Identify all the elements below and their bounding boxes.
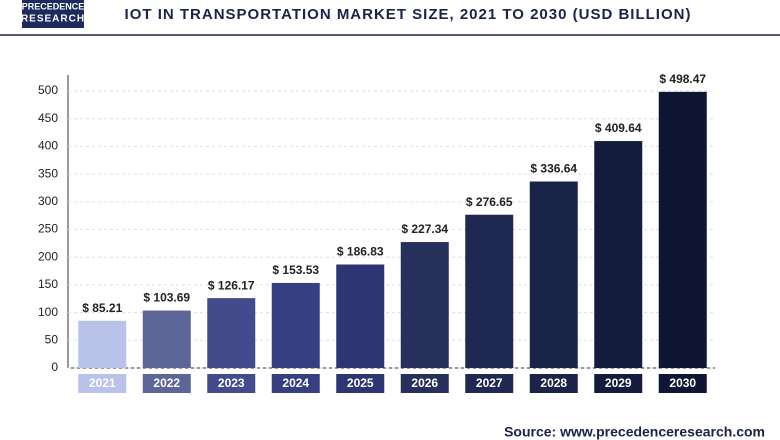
bar	[336, 264, 385, 368]
logo-box	[22, 0, 84, 28]
y-tick-label: 50	[45, 332, 59, 346]
x-tick-label: 2027	[476, 376, 503, 390]
value-label: $ 186.83	[337, 245, 384, 259]
y-tick-label: 350	[38, 166, 58, 180]
x-tick-label: 2026	[411, 376, 438, 390]
y-tick-label: 0	[51, 360, 58, 374]
value-label: $ 498.47	[659, 72, 706, 86]
value-label: $ 153.53	[272, 263, 319, 277]
x-tick-label: 2022	[153, 376, 180, 390]
bar	[207, 298, 256, 368]
y-tick-label: 450	[38, 111, 58, 125]
x-tick-label: 2028	[540, 376, 567, 390]
x-tick-label: 2029	[605, 376, 632, 390]
bar	[400, 242, 449, 368]
value-label: $ 103.69	[143, 291, 190, 305]
value-label: $ 126.17	[208, 278, 255, 292]
bar	[271, 282, 320, 368]
category-box	[529, 374, 578, 393]
y-tick-label: 500	[38, 83, 58, 97]
y-tick-label: 150	[38, 277, 58, 291]
bar	[529, 181, 578, 368]
chart-title: IOT IN TRANSPORTATION MARKET SIZE, 2021 …	[125, 6, 692, 23]
category-box	[142, 374, 191, 393]
value-label: $ 227.34	[401, 222, 448, 236]
y-tick-label: 100	[38, 305, 58, 319]
category-box	[465, 374, 514, 393]
bar	[78, 320, 127, 368]
x-tick-label: 2024	[282, 376, 309, 390]
category-box	[594, 374, 643, 393]
bar	[594, 141, 643, 368]
category-box	[336, 374, 385, 393]
bar	[142, 310, 191, 368]
value-label: $ 336.64	[530, 162, 577, 176]
y-tick-label: 300	[38, 194, 58, 208]
x-tick-label: 2025	[347, 376, 374, 390]
source: Source: www.precedenceresearch.com	[504, 424, 765, 440]
x-tick-label: 2023	[218, 376, 245, 390]
category-box	[78, 374, 127, 393]
category-box	[400, 374, 449, 393]
bar	[465, 214, 514, 368]
y-tick-label: 400	[38, 139, 58, 153]
logo-text: RESEARCH	[21, 14, 85, 25]
value-label: $ 85.21	[82, 301, 122, 315]
category-box	[271, 374, 320, 393]
value-label: $ 409.64	[595, 121, 642, 135]
category-box	[658, 374, 707, 393]
y-tick-label: 200	[38, 249, 58, 263]
x-tick-label: 2030	[669, 376, 696, 390]
logo-text: PRECEDENCE	[22, 1, 85, 11]
category-box	[207, 374, 256, 393]
bar	[658, 91, 707, 368]
x-tick-label: 2021	[89, 376, 116, 390]
y-tick-label: 250	[38, 222, 58, 236]
value-label: $ 276.65	[466, 195, 513, 209]
